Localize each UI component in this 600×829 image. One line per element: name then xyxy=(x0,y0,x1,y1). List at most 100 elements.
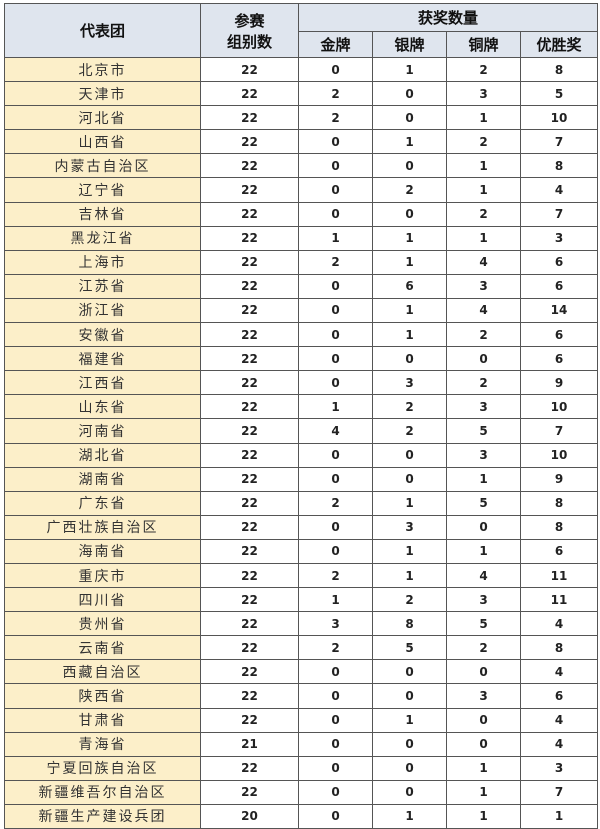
table-row: 江西省 22 0 3 2 9 xyxy=(4,370,599,396)
cell-merit: 8 xyxy=(519,490,599,516)
cell-name: 西藏自治区 xyxy=(4,659,201,685)
cell-silver: 2 xyxy=(372,587,447,613)
cell-groups: 22 xyxy=(200,177,299,203)
cell-bronze: 3 xyxy=(446,394,521,420)
cell-merit: 4 xyxy=(519,731,599,757)
cell-silver: 1 xyxy=(372,562,447,589)
cell-groups: 22 xyxy=(200,466,299,492)
cell-name: 浙江省 xyxy=(4,297,201,324)
cell-silver: 0 xyxy=(372,779,447,805)
cell-name: 新疆生产建设兵团 xyxy=(4,803,201,829)
table-row: 北京市 22 0 1 2 8 xyxy=(4,56,599,83)
cell-bronze: 1 xyxy=(446,755,521,781)
cell-gold: 2 xyxy=(298,562,373,589)
cell-groups: 22 xyxy=(200,418,299,444)
cell-name: 河北省 xyxy=(4,105,201,131)
cell-gold: 0 xyxy=(298,779,373,805)
cell-groups: 22 xyxy=(200,394,299,420)
cell-gold: 0 xyxy=(298,297,373,324)
cell-gold: 0 xyxy=(298,56,373,83)
header-groups-line2: 组别数 xyxy=(226,32,272,51)
table-row: 宁夏回族自治区 22 0 0 1 3 xyxy=(4,755,599,781)
table-row: 湖北省 22 0 0 3 10 xyxy=(4,442,599,468)
table-row: 黑龙江省 22 1 1 1 3 xyxy=(4,225,599,251)
cell-bronze: 1 xyxy=(446,225,521,251)
table-row: 浙江省 22 0 1 4 14 xyxy=(4,297,599,324)
cell-groups: 22 xyxy=(200,81,299,107)
table-row: 云南省 22 2 5 2 8 xyxy=(4,635,599,661)
cell-name: 海南省 xyxy=(4,538,201,564)
cell-bronze: 1 xyxy=(446,177,521,203)
cell-merit: 7 xyxy=(519,201,599,227)
cell-silver: 5 xyxy=(372,635,447,661)
table-row: 江苏省 22 0 6 3 6 xyxy=(4,273,599,299)
table-row: 内蒙古自治区 22 0 0 1 8 xyxy=(4,153,599,179)
cell-merit: 9 xyxy=(519,466,599,492)
cell-gold: 0 xyxy=(298,659,373,685)
table-row: 四川省 22 1 2 3 11 xyxy=(4,587,599,613)
cell-bronze: 3 xyxy=(446,587,521,613)
cell-name: 吉林省 xyxy=(4,201,201,227)
cell-gold: 1 xyxy=(298,225,373,251)
cell-name: 广西壮族自治区 xyxy=(4,514,201,540)
cell-gold: 0 xyxy=(298,322,373,348)
cell-groups: 22 xyxy=(200,249,299,275)
cell-groups: 22 xyxy=(200,755,299,781)
cell-merit: 10 xyxy=(519,394,599,420)
cell-name: 辽宁省 xyxy=(4,177,201,203)
cell-gold: 0 xyxy=(298,201,373,227)
cell-gold: 0 xyxy=(298,442,373,468)
cell-gold: 2 xyxy=(298,249,373,275)
cell-gold: 0 xyxy=(298,683,373,709)
cell-merit: 6 xyxy=(519,249,599,275)
cell-merit: 4 xyxy=(519,611,599,637)
cell-name: 江西省 xyxy=(4,370,201,396)
cell-bronze: 2 xyxy=(446,635,521,661)
cell-bronze: 5 xyxy=(446,611,521,637)
cell-gold: 2 xyxy=(298,490,373,516)
table-row: 河北省 22 2 0 1 10 xyxy=(4,105,599,131)
cell-groups: 22 xyxy=(200,105,299,131)
cell-name: 四川省 xyxy=(4,587,201,613)
cell-bronze: 1 xyxy=(446,105,521,131)
cell-bronze: 4 xyxy=(446,562,521,589)
cell-groups: 22 xyxy=(200,779,299,805)
cell-merit: 7 xyxy=(519,129,599,155)
cell-merit: 10 xyxy=(519,105,599,131)
table-row: 陕西省 22 0 0 3 6 xyxy=(4,683,599,709)
table-row: 天津市 22 2 0 3 5 xyxy=(4,81,599,107)
table-row: 吉林省 22 0 0 2 7 xyxy=(4,201,599,227)
cell-groups: 22 xyxy=(200,490,299,516)
table-row: 西藏自治区 22 0 0 0 4 xyxy=(4,659,599,685)
cell-bronze: 1 xyxy=(446,153,521,179)
cell-gold: 0 xyxy=(298,129,373,155)
cell-merit: 4 xyxy=(519,659,599,685)
cell-bronze: 0 xyxy=(446,659,521,685)
cell-merit: 1 xyxy=(519,803,599,829)
cell-silver: 1 xyxy=(372,322,447,348)
cell-bronze: 4 xyxy=(446,297,521,324)
table-row: 湖南省 22 0 0 1 9 xyxy=(4,466,599,492)
cell-merit: 6 xyxy=(519,346,599,372)
cell-name: 内蒙古自治区 xyxy=(4,153,201,179)
cell-gold: 4 xyxy=(298,418,373,444)
cell-gold: 1 xyxy=(298,394,373,420)
table-row: 新疆生产建设兵团 20 0 1 1 1 xyxy=(4,803,599,829)
cell-silver: 0 xyxy=(372,755,447,781)
cell-merit: 6 xyxy=(519,538,599,564)
cell-name: 福建省 xyxy=(4,346,201,372)
cell-merit: 6 xyxy=(519,322,599,348)
cell-groups: 22 xyxy=(200,514,299,540)
cell-bronze: 1 xyxy=(446,803,521,829)
cell-silver: 1 xyxy=(372,225,447,251)
table-row: 安徽省 22 0 1 2 6 xyxy=(4,322,599,348)
cell-name: 新疆维吾尔自治区 xyxy=(4,779,201,805)
cell-silver: 0 xyxy=(372,201,447,227)
table-row: 上海市 22 2 1 4 6 xyxy=(4,249,599,275)
header-groups-line1: 参赛 xyxy=(234,11,265,30)
cell-gold: 0 xyxy=(298,538,373,564)
cell-silver: 2 xyxy=(372,177,447,203)
cell-gold: 0 xyxy=(298,153,373,179)
cell-bronze: 1 xyxy=(446,538,521,564)
table-row: 海南省 22 0 1 1 6 xyxy=(4,538,599,564)
